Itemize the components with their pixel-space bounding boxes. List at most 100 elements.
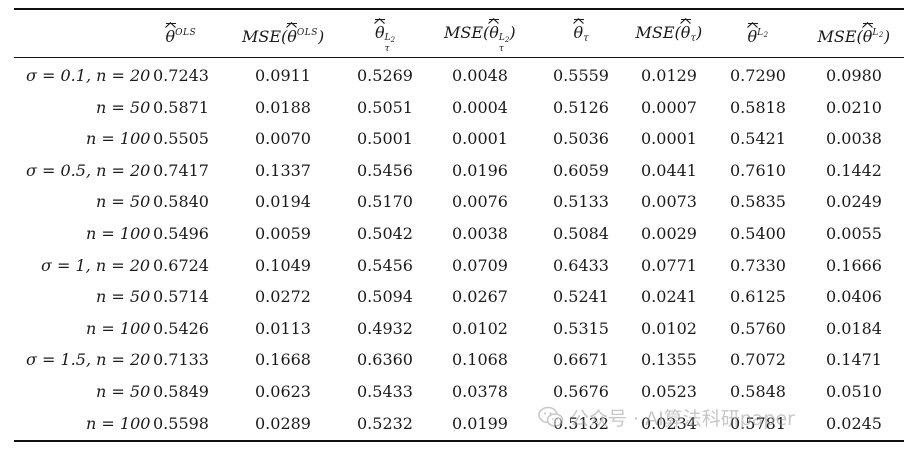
table-cell: 0.5818 — [730, 97, 786, 117]
row-label: n = 100 — [86, 318, 151, 338]
table-cell: 0.0267 — [452, 287, 508, 307]
table-cell: 0.5433 — [357, 382, 413, 401]
table-cell: 0.0289 — [255, 413, 311, 433]
table-cell: 0.5840 — [153, 192, 209, 212]
table-cell: 0.0249 — [826, 192, 882, 212]
table-cell: 0.5400 — [730, 224, 786, 243]
table-cell: 0.5426 — [153, 318, 209, 338]
row-label: n = 100 — [86, 413, 151, 433]
table-row: σ = 1, n = 20 0.6724 0.1049 0.5456 0.0709 0.6… — [14, 249, 904, 280]
table-cell: 0.1355 — [641, 350, 697, 370]
table-cell: 0.0038 — [826, 129, 882, 149]
table-cell: 0.0113 — [255, 318, 311, 338]
table-cell: 0.0199 — [452, 413, 508, 433]
table-cell: 0.0070 — [255, 129, 311, 149]
table-cell: 0.1668 — [255, 350, 311, 370]
table-cell: 0.0241 — [641, 287, 697, 307]
table-cell: 0.0234 — [641, 413, 697, 433]
table-row: n = 100 0.5496 0.0059 0.5042 0.0038 0.5084 0.0… — [14, 217, 904, 248]
table-row: n = 50 0.5871 0.0188 0.5051 0.0004 0.5126 0.00… — [14, 91, 904, 122]
table-cell: 0.0184 — [826, 318, 882, 338]
table-cell: 0.5051 — [357, 97, 413, 117]
table-cell: 0.7290 — [730, 66, 786, 85]
column-header-2: MSE(θOLS) — [242, 22, 324, 47]
table-cell: 0.5084 — [553, 224, 609, 243]
table-cell: 0.0059 — [255, 224, 311, 243]
table-cell: 0.5505 — [153, 129, 209, 149]
table-row: n = 50 0.5849 0.0623 0.5433 0.0378 0.5676 0.05… — [14, 375, 904, 406]
row-label: n = 50 — [96, 287, 151, 307]
table-cell: 0.5315 — [553, 318, 609, 338]
table-cell: 0.5126 — [553, 97, 609, 117]
table-cell: 0.0245 — [826, 413, 882, 433]
table-cell: 0.0210 — [826, 97, 882, 117]
table-cell: 0.7243 — [153, 66, 209, 85]
table-cell: 0.5496 — [153, 224, 209, 243]
top-rule — [14, 8, 904, 10]
table-row: σ = 0.5, n = 20 0.7417 0.1337 0.5456 0.0196 0… — [14, 154, 904, 185]
table-cell: 0.5760 — [730, 318, 786, 338]
table-cell: 0.5232 — [357, 413, 413, 433]
watermark-text: 公众号 · AI算法科研paper — [570, 407, 795, 430]
table-cell: 0.5036 — [553, 129, 609, 149]
table-cell: 0.1068 — [452, 350, 508, 370]
wechat-icon — [538, 406, 564, 427]
row-label: σ = 0.5, n = 20 — [26, 160, 151, 180]
table-cell: 0.0001 — [641, 129, 697, 149]
table-row: n = 50 0.5714 0.0272 0.5094 0.0267 0.5241 0.02… — [14, 280, 904, 311]
table-cell: 0.7610 — [730, 160, 786, 180]
table-cell: 0.6059 — [553, 160, 609, 180]
table-cell: 0.0378 — [452, 382, 508, 401]
table-cell: 0.6724 — [153, 255, 209, 275]
row-label: σ = 1, n = 20 — [41, 255, 151, 275]
column-header-7: θL2 — [746, 22, 769, 47]
table-cell: 0.6125 — [730, 287, 786, 307]
table-cell: 0.7330 — [730, 255, 786, 275]
table-row: n = 100 0.5426 0.0113 0.4932 0.0102 0.5315 0.0… — [14, 312, 904, 343]
table-cell: 0.0029 — [641, 224, 697, 243]
table-cell: 0.0073 — [641, 192, 697, 212]
column-header-6: MSE(θτ) — [636, 18, 702, 49]
table-cell: 0.5042 — [357, 224, 413, 243]
header-row: θOLS MSE(θOLS) θ L2 τ MSE(θ L2 τ) θτ MSE(θτ) θL2 MS… — [14, 8, 904, 58]
table-cell: 0.5456 — [357, 255, 413, 275]
table-cell: 0.0004 — [452, 97, 508, 117]
table-row: σ = 1.5, n = 20 0.7133 0.1668 0.6360 0.1068 0… — [14, 343, 904, 374]
table-cell: 0.7072 — [730, 350, 786, 370]
table-cell: 0.0510 — [826, 382, 882, 401]
table-cell: 0.0771 — [641, 255, 697, 275]
row-label: n = 50 — [96, 192, 151, 212]
table-cell: 0.5781 — [730, 413, 786, 433]
table-cell: 0.0523 — [641, 382, 697, 401]
table-cell: 0.5559 — [553, 66, 609, 85]
table-cell: 0.0038 — [452, 224, 508, 243]
row-label: σ = 1.5, n = 20 — [26, 350, 151, 370]
column-header-1: θOLS — [164, 22, 197, 47]
table-cell: 0.0129 — [641, 66, 697, 85]
table-cell: 0.5871 — [153, 97, 209, 117]
table-cell: 0.1442 — [826, 160, 882, 180]
table-cell: 0.5133 — [553, 192, 609, 212]
table-cell: 0.0188 — [255, 97, 311, 117]
table-cell: 0.5421 — [730, 129, 786, 149]
table-cell: 0.0406 — [826, 287, 882, 307]
column-header-4: MSE(θ L2 τ) — [444, 18, 516, 54]
table-cell: 0.1666 — [826, 255, 882, 275]
row-label: n = 100 — [86, 129, 151, 149]
table-cell: 0.7133 — [153, 350, 209, 370]
table-cell: 0.4932 — [357, 318, 413, 338]
column-header-5: θτ — [572, 18, 589, 49]
table-cell: 0.5094 — [357, 287, 413, 307]
row-label: σ = 0.1, n = 20 — [26, 66, 151, 85]
table-cell: 0.5001 — [357, 129, 413, 149]
table-cell: 0.5456 — [357, 160, 413, 180]
table-cell: 0.5269 — [357, 66, 413, 85]
column-header-3: θ L2 τ — [374, 18, 395, 54]
table-cell: 0.1471 — [826, 350, 882, 370]
table-row: n = 100 0.5505 0.0070 0.5001 0.0001 0.5036 0.0… — [14, 122, 904, 153]
table-cell: 0.0007 — [641, 97, 697, 117]
table-cell: 0.0076 — [452, 192, 508, 212]
table-row: n = 50 0.5840 0.0194 0.5170 0.0076 0.5133 0.00… — [14, 185, 904, 216]
table-cell: 0.5598 — [153, 413, 209, 433]
table-cell: 0.0980 — [826, 66, 882, 85]
